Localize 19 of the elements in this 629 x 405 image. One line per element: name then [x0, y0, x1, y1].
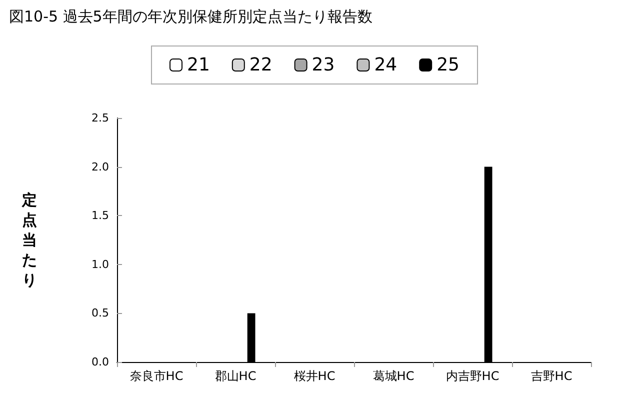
legend-label: 25 — [436, 54, 460, 76]
x-tick-label: 葛城HC — [372, 369, 414, 383]
legend-label: 24 — [374, 54, 398, 76]
x-tick-label: 桜井HC — [294, 369, 336, 383]
legend-label: 22 — [249, 54, 272, 76]
y-tick-label: 0.5 — [92, 306, 109, 320]
y-tick-label: 1.0 — [92, 258, 109, 271]
x-tick-label: 内吉野HC — [446, 369, 500, 383]
y-tick-label: 0.0 — [92, 356, 109, 368]
legend-label: 21 — [186, 54, 210, 76]
x-tick-label: 奈良市HC — [130, 369, 184, 383]
x-tick-label: 郡山HC — [214, 369, 256, 383]
y-tick-label: 1.5 — [92, 209, 109, 222]
x-tick-label: 吉野HC — [530, 369, 572, 383]
legend-label: 23 — [312, 54, 335, 76]
y-tick-label: 2.0 — [92, 160, 109, 174]
y-axis-title: 定点当たり — [21, 191, 37, 289]
chart-title: 図10-5 過去5年間の年次別保健所別定点当たり報告数 — [9, 8, 372, 26]
y-tick-label: 2.5 — [92, 112, 109, 124]
